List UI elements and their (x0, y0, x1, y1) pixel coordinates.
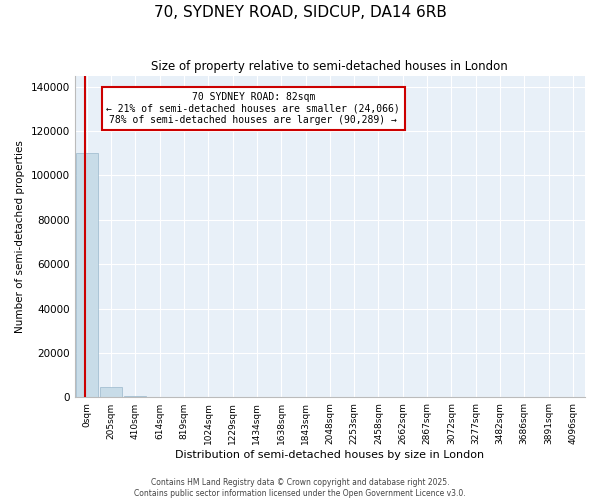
Bar (76, 154, 98, 398)
Bar (100, 388, 122, 398)
Text: 70 SYDNEY ROAD: 82sqm
← 21% of semi-detached houses are smaller (24,066)
78% of : 70 SYDNEY ROAD: 82sqm ← 21% of semi-deta… (106, 92, 400, 125)
Bar (124, 396, 146, 398)
X-axis label: Distribution of semi-detached houses by size in London: Distribution of semi-detached houses by … (175, 450, 484, 460)
Text: Contains HM Land Registry data © Crown copyright and database right 2025.
Contai: Contains HM Land Registry data © Crown c… (134, 478, 466, 498)
Y-axis label: Number of semi-detached properties: Number of semi-detached properties (15, 140, 25, 333)
Text: 70, SYDNEY ROAD, SIDCUP, DA14 6RB: 70, SYDNEY ROAD, SIDCUP, DA14 6RB (154, 5, 446, 20)
Title: Size of property relative to semi-detached houses in London: Size of property relative to semi-detach… (151, 60, 508, 73)
